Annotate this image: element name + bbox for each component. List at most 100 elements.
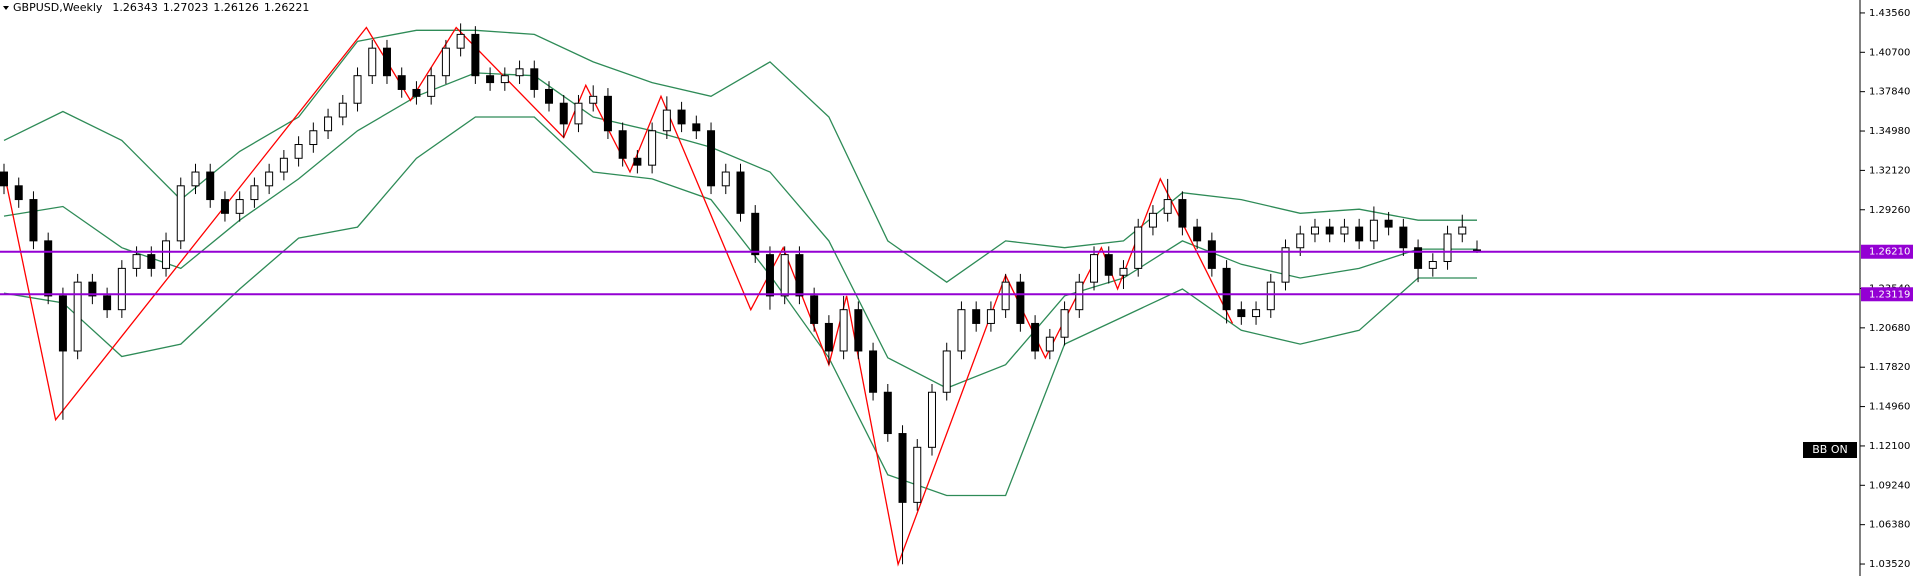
level-label-box [1861, 287, 1913, 302]
y-tick-label: 1.43560 [1869, 8, 1910, 19]
candle-body [368, 47, 377, 77]
candle-body [309, 130, 318, 146]
candle-body [14, 185, 23, 201]
candle-body [1399, 226, 1408, 249]
candle-body [574, 102, 583, 125]
candle-body [692, 123, 701, 132]
candle-body [1178, 199, 1187, 228]
candle-body [1355, 226, 1364, 242]
candle-body [1310, 226, 1319, 235]
zigzag [3, 26, 1234, 567]
candle-body [250, 185, 259, 201]
candle-body [559, 102, 568, 125]
candle-body [324, 116, 333, 132]
y-tick-label: 1.14960 [1869, 402, 1910, 413]
candle-body [721, 171, 730, 187]
candle-body [810, 295, 819, 324]
candle-body [913, 446, 922, 503]
candle-body [1163, 199, 1172, 214]
bollinger-middle [3, 72, 1477, 389]
candle-body [648, 130, 657, 166]
candle-body [530, 68, 539, 90]
bollinger-upper [3, 29, 1477, 283]
y-tick-label: 1.32120 [1869, 165, 1910, 176]
y-tick-label: 1.12100 [1869, 441, 1910, 452]
candle-body [441, 47, 450, 77]
y-tick-label: 1.29260 [1869, 205, 1910, 216]
candle-body [486, 75, 495, 84]
candle-body [117, 267, 126, 311]
candle-body [795, 254, 804, 297]
candle-body [662, 109, 671, 132]
candle-body [1237, 309, 1246, 318]
candle-body [1414, 247, 1423, 269]
candle-body [382, 47, 391, 77]
candle-body [898, 433, 907, 503]
candle-body [942, 350, 951, 393]
candle-body [397, 75, 406, 90]
candle-body [986, 309, 995, 324]
candle-body [972, 309, 981, 324]
y-tick-label: 1.20680 [1869, 323, 1910, 334]
candle-body [191, 171, 200, 187]
candle-body [589, 95, 598, 104]
candle-body [854, 309, 863, 352]
candle-body [103, 295, 112, 311]
candle-body [279, 157, 288, 173]
y-tick-label: 1.17820 [1869, 362, 1910, 373]
candle-body [1207, 240, 1216, 269]
candle-body [1045, 336, 1054, 352]
candle-body [633, 157, 642, 166]
candle-body [839, 309, 848, 352]
candle-body [1325, 226, 1334, 235]
candle-body [1296, 233, 1305, 249]
candle-body [88, 281, 97, 297]
candle-body [1458, 226, 1467, 235]
candle-body [0, 171, 8, 187]
candle-body [471, 33, 480, 77]
candle-body [58, 295, 67, 352]
candle-body [294, 144, 303, 159]
candle-body [353, 75, 362, 104]
candle-body [883, 391, 892, 435]
candle-body [147, 254, 156, 269]
candle-body [235, 199, 244, 214]
candle-body [1281, 247, 1290, 283]
menu-arrow [3, 6, 9, 10]
candle-body [338, 102, 347, 118]
symbol-title: GBPUSD,Weekly 1.26343 1.27023 1.26126 1.2622… [13, 1, 309, 14]
badge-box [1803, 442, 1857, 458]
candle-body [545, 88, 554, 104]
candle-body [1340, 226, 1349, 235]
level-label-box [1861, 244, 1913, 259]
candle-body [206, 171, 215, 201]
candle-body [515, 68, 524, 77]
candle-body [500, 75, 509, 84]
candle-body [618, 130, 627, 159]
candle-body [1193, 226, 1202, 242]
y-tick-label: 1.34980 [1869, 126, 1910, 137]
low-price: 1.26126 [213, 1, 259, 14]
open-price: 1.26343 [112, 1, 158, 14]
candle-body [1001, 281, 1010, 311]
candle-body [1222, 267, 1231, 311]
candle-body [780, 254, 789, 297]
candle-body [162, 240, 171, 269]
candle-body [736, 171, 745, 214]
candle-body [707, 130, 716, 187]
close-price: 1.26221 [264, 1, 310, 14]
y-tick-label: 1.06380 [1869, 520, 1910, 531]
candle-body [677, 109, 686, 125]
candle-body [456, 33, 465, 49]
y-tick-label: 1.37840 [1869, 87, 1910, 98]
candle-body [412, 88, 421, 97]
y-tick-label: 1.40700 [1869, 47, 1910, 58]
level-label: 1.26210 [1869, 247, 1910, 258]
candle-body [220, 199, 229, 214]
candle-body [1060, 309, 1069, 338]
symbol: GBPUSD,Weekly [13, 1, 103, 14]
axis-labels: 1.43560 1.40700 1.37840 1.34980 1.32120 1.292… [1860, 8, 1913, 570]
y-tick-label: 1.09240 [1869, 480, 1910, 491]
candle-body [1134, 226, 1143, 269]
